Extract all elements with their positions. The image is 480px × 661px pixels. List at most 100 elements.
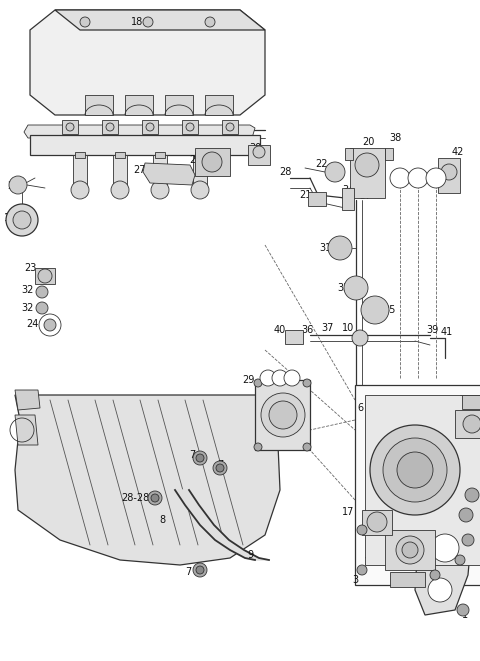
Bar xyxy=(385,148,393,160)
Bar xyxy=(222,120,238,134)
Text: 32: 32 xyxy=(22,303,34,313)
Circle shape xyxy=(352,330,368,346)
Circle shape xyxy=(455,555,465,565)
Text: 37: 37 xyxy=(360,191,372,201)
Circle shape xyxy=(430,570,440,580)
Circle shape xyxy=(390,168,410,188)
Circle shape xyxy=(111,181,129,199)
Text: 4: 4 xyxy=(375,495,381,505)
Circle shape xyxy=(193,451,207,465)
Text: 7: 7 xyxy=(185,567,191,577)
Circle shape xyxy=(202,152,222,172)
Bar xyxy=(455,410,480,438)
Bar xyxy=(35,268,55,284)
Circle shape xyxy=(80,17,90,27)
Text: 27: 27 xyxy=(134,165,146,175)
Polygon shape xyxy=(165,95,193,115)
Bar xyxy=(75,152,85,158)
Bar xyxy=(155,152,165,158)
Circle shape xyxy=(196,454,204,462)
Text: 3: 3 xyxy=(352,575,358,585)
Polygon shape xyxy=(415,508,472,615)
Text: 8: 8 xyxy=(159,515,165,525)
Text: 20: 20 xyxy=(362,137,374,147)
Bar xyxy=(73,155,87,185)
Circle shape xyxy=(361,296,389,324)
Circle shape xyxy=(367,512,387,532)
Polygon shape xyxy=(15,390,40,410)
Polygon shape xyxy=(205,95,233,115)
Text: B: B xyxy=(415,173,420,182)
Text: B: B xyxy=(277,375,282,381)
Text: 23: 23 xyxy=(24,263,36,273)
Text: C: C xyxy=(433,173,439,182)
Text: 33: 33 xyxy=(337,283,349,293)
Text: 30: 30 xyxy=(249,143,261,153)
Circle shape xyxy=(13,211,31,229)
Text: 24: 24 xyxy=(26,319,38,329)
Bar xyxy=(438,158,460,193)
Bar xyxy=(195,152,205,158)
Circle shape xyxy=(325,162,345,182)
Circle shape xyxy=(44,319,56,331)
Circle shape xyxy=(66,123,74,131)
Bar xyxy=(115,152,125,158)
Polygon shape xyxy=(365,395,480,565)
Bar xyxy=(342,188,354,210)
Circle shape xyxy=(355,153,379,177)
Bar xyxy=(248,145,270,165)
Circle shape xyxy=(396,536,424,564)
Circle shape xyxy=(370,425,460,515)
Circle shape xyxy=(106,123,114,131)
Circle shape xyxy=(408,168,428,188)
Circle shape xyxy=(426,168,446,188)
Polygon shape xyxy=(143,163,195,185)
Circle shape xyxy=(428,578,452,602)
Circle shape xyxy=(151,181,169,199)
Circle shape xyxy=(357,565,367,575)
Circle shape xyxy=(148,491,162,505)
Text: 6: 6 xyxy=(357,403,363,413)
Text: 11: 11 xyxy=(459,395,471,405)
Circle shape xyxy=(191,181,209,199)
Circle shape xyxy=(303,443,311,451)
Bar xyxy=(182,120,198,134)
Text: 18: 18 xyxy=(131,17,143,27)
Text: 9: 9 xyxy=(247,550,253,560)
Text: 14: 14 xyxy=(404,573,416,583)
Text: 42: 42 xyxy=(452,147,464,157)
Circle shape xyxy=(146,123,154,131)
Circle shape xyxy=(431,534,459,562)
Text: 2: 2 xyxy=(470,483,476,493)
Text: 5: 5 xyxy=(147,122,153,132)
Bar xyxy=(255,380,310,450)
Text: 38: 38 xyxy=(389,133,401,143)
Bar xyxy=(285,330,303,344)
Text: 35: 35 xyxy=(384,305,396,315)
Text: 21: 21 xyxy=(299,190,311,200)
Bar xyxy=(362,510,392,535)
Bar xyxy=(102,120,118,134)
Text: 40: 40 xyxy=(274,325,286,335)
Circle shape xyxy=(272,370,288,386)
Text: 1: 1 xyxy=(462,610,468,620)
Circle shape xyxy=(9,176,27,194)
Circle shape xyxy=(328,236,352,260)
Bar xyxy=(195,148,230,176)
Bar xyxy=(62,120,78,134)
Text: 17: 17 xyxy=(342,507,354,517)
Circle shape xyxy=(457,604,469,616)
Text: 15: 15 xyxy=(406,525,418,535)
Polygon shape xyxy=(24,125,255,138)
Polygon shape xyxy=(125,95,153,115)
Text: 13: 13 xyxy=(462,410,474,420)
Circle shape xyxy=(71,181,89,199)
Circle shape xyxy=(441,164,457,180)
Text: 7: 7 xyxy=(217,460,223,470)
Polygon shape xyxy=(85,95,113,115)
Circle shape xyxy=(254,379,262,387)
Circle shape xyxy=(36,302,48,314)
Text: 31: 31 xyxy=(319,243,331,253)
Text: 12: 12 xyxy=(412,503,424,513)
Text: 37: 37 xyxy=(321,323,333,333)
